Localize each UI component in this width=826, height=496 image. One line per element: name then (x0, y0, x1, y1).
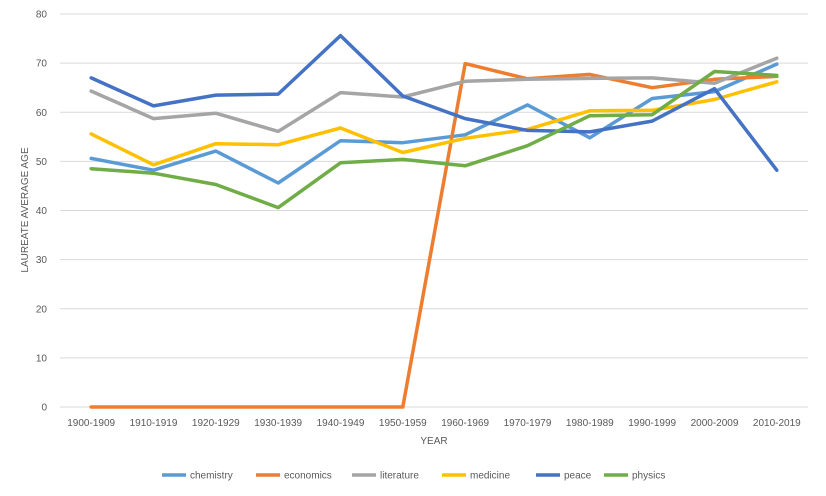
y-axis-tick-labels: 0 10 20 30 40 50 60 70 80 (36, 10, 48, 414)
y-tick-label-10: 10 (36, 353, 48, 364)
x-tick-label-1990-1999: 1990-1999 (628, 418, 676, 429)
x-tick-label-1960-1969: 1960-1969 (441, 418, 489, 429)
x-tick-label-1920-1929: 1920-1929 (192, 418, 240, 429)
x-tick-label-1950-1959: 1950-1959 (379, 418, 427, 429)
legend-label-economics: economics (284, 471, 332, 482)
y-tick-label-80: 80 (36, 10, 48, 21)
x-axis-title: YEAR (420, 436, 447, 447)
y-tick-label-20: 20 (36, 304, 48, 315)
y-tick-label-40: 40 (36, 206, 48, 217)
legend-label-medicine: medicine (470, 471, 510, 482)
x-tick-label-1970-1979: 1970-1979 (504, 418, 552, 429)
legend-label-literature: literature (380, 471, 419, 482)
series-line-literature (89, 56, 779, 134)
legend: chemistry economics literature medicine peac… (162, 471, 665, 482)
x-axis-tick-labels: 1900-1909 1910-1919 1920-1929 1930-1939 1940… (67, 418, 801, 429)
x-tick-label-1910-1919: 1910-1919 (130, 418, 178, 429)
series-line-medicine (89, 80, 779, 167)
series-lines (89, 33, 779, 409)
series-line-peace (89, 33, 779, 172)
series-line-physics (89, 69, 779, 210)
x-tick-label-1980-1989: 1980-1989 (566, 418, 614, 429)
series-line-chemistry (89, 62, 779, 185)
legend-label-chemistry: chemistry (190, 471, 233, 482)
y-axis-title: LAUREATE AVERAGE AGE (20, 147, 31, 273)
series-line-economics (89, 61, 779, 409)
y-tick-label-70: 70 (36, 59, 48, 70)
legend-label-peace: peace (564, 471, 592, 482)
legend-label-physics: physics (632, 471, 665, 482)
x-tick-label-1900-1909: 1900-1909 (67, 418, 115, 429)
y-tick-label-60: 60 (36, 108, 48, 119)
x-tick-label-2010-2019: 2010-2019 (753, 418, 801, 429)
y-tick-label-30: 30 (36, 255, 48, 266)
y-tick-label-50: 50 (36, 157, 48, 168)
gridlines (60, 13, 808, 408)
x-tick-label-2000-2009: 2000-2009 (691, 418, 739, 429)
x-tick-label-1930-1939: 1930-1939 (254, 418, 302, 429)
x-tick-label-1940-1949: 1940-1949 (317, 418, 365, 429)
y-tick-label-0: 0 (41, 403, 47, 414)
